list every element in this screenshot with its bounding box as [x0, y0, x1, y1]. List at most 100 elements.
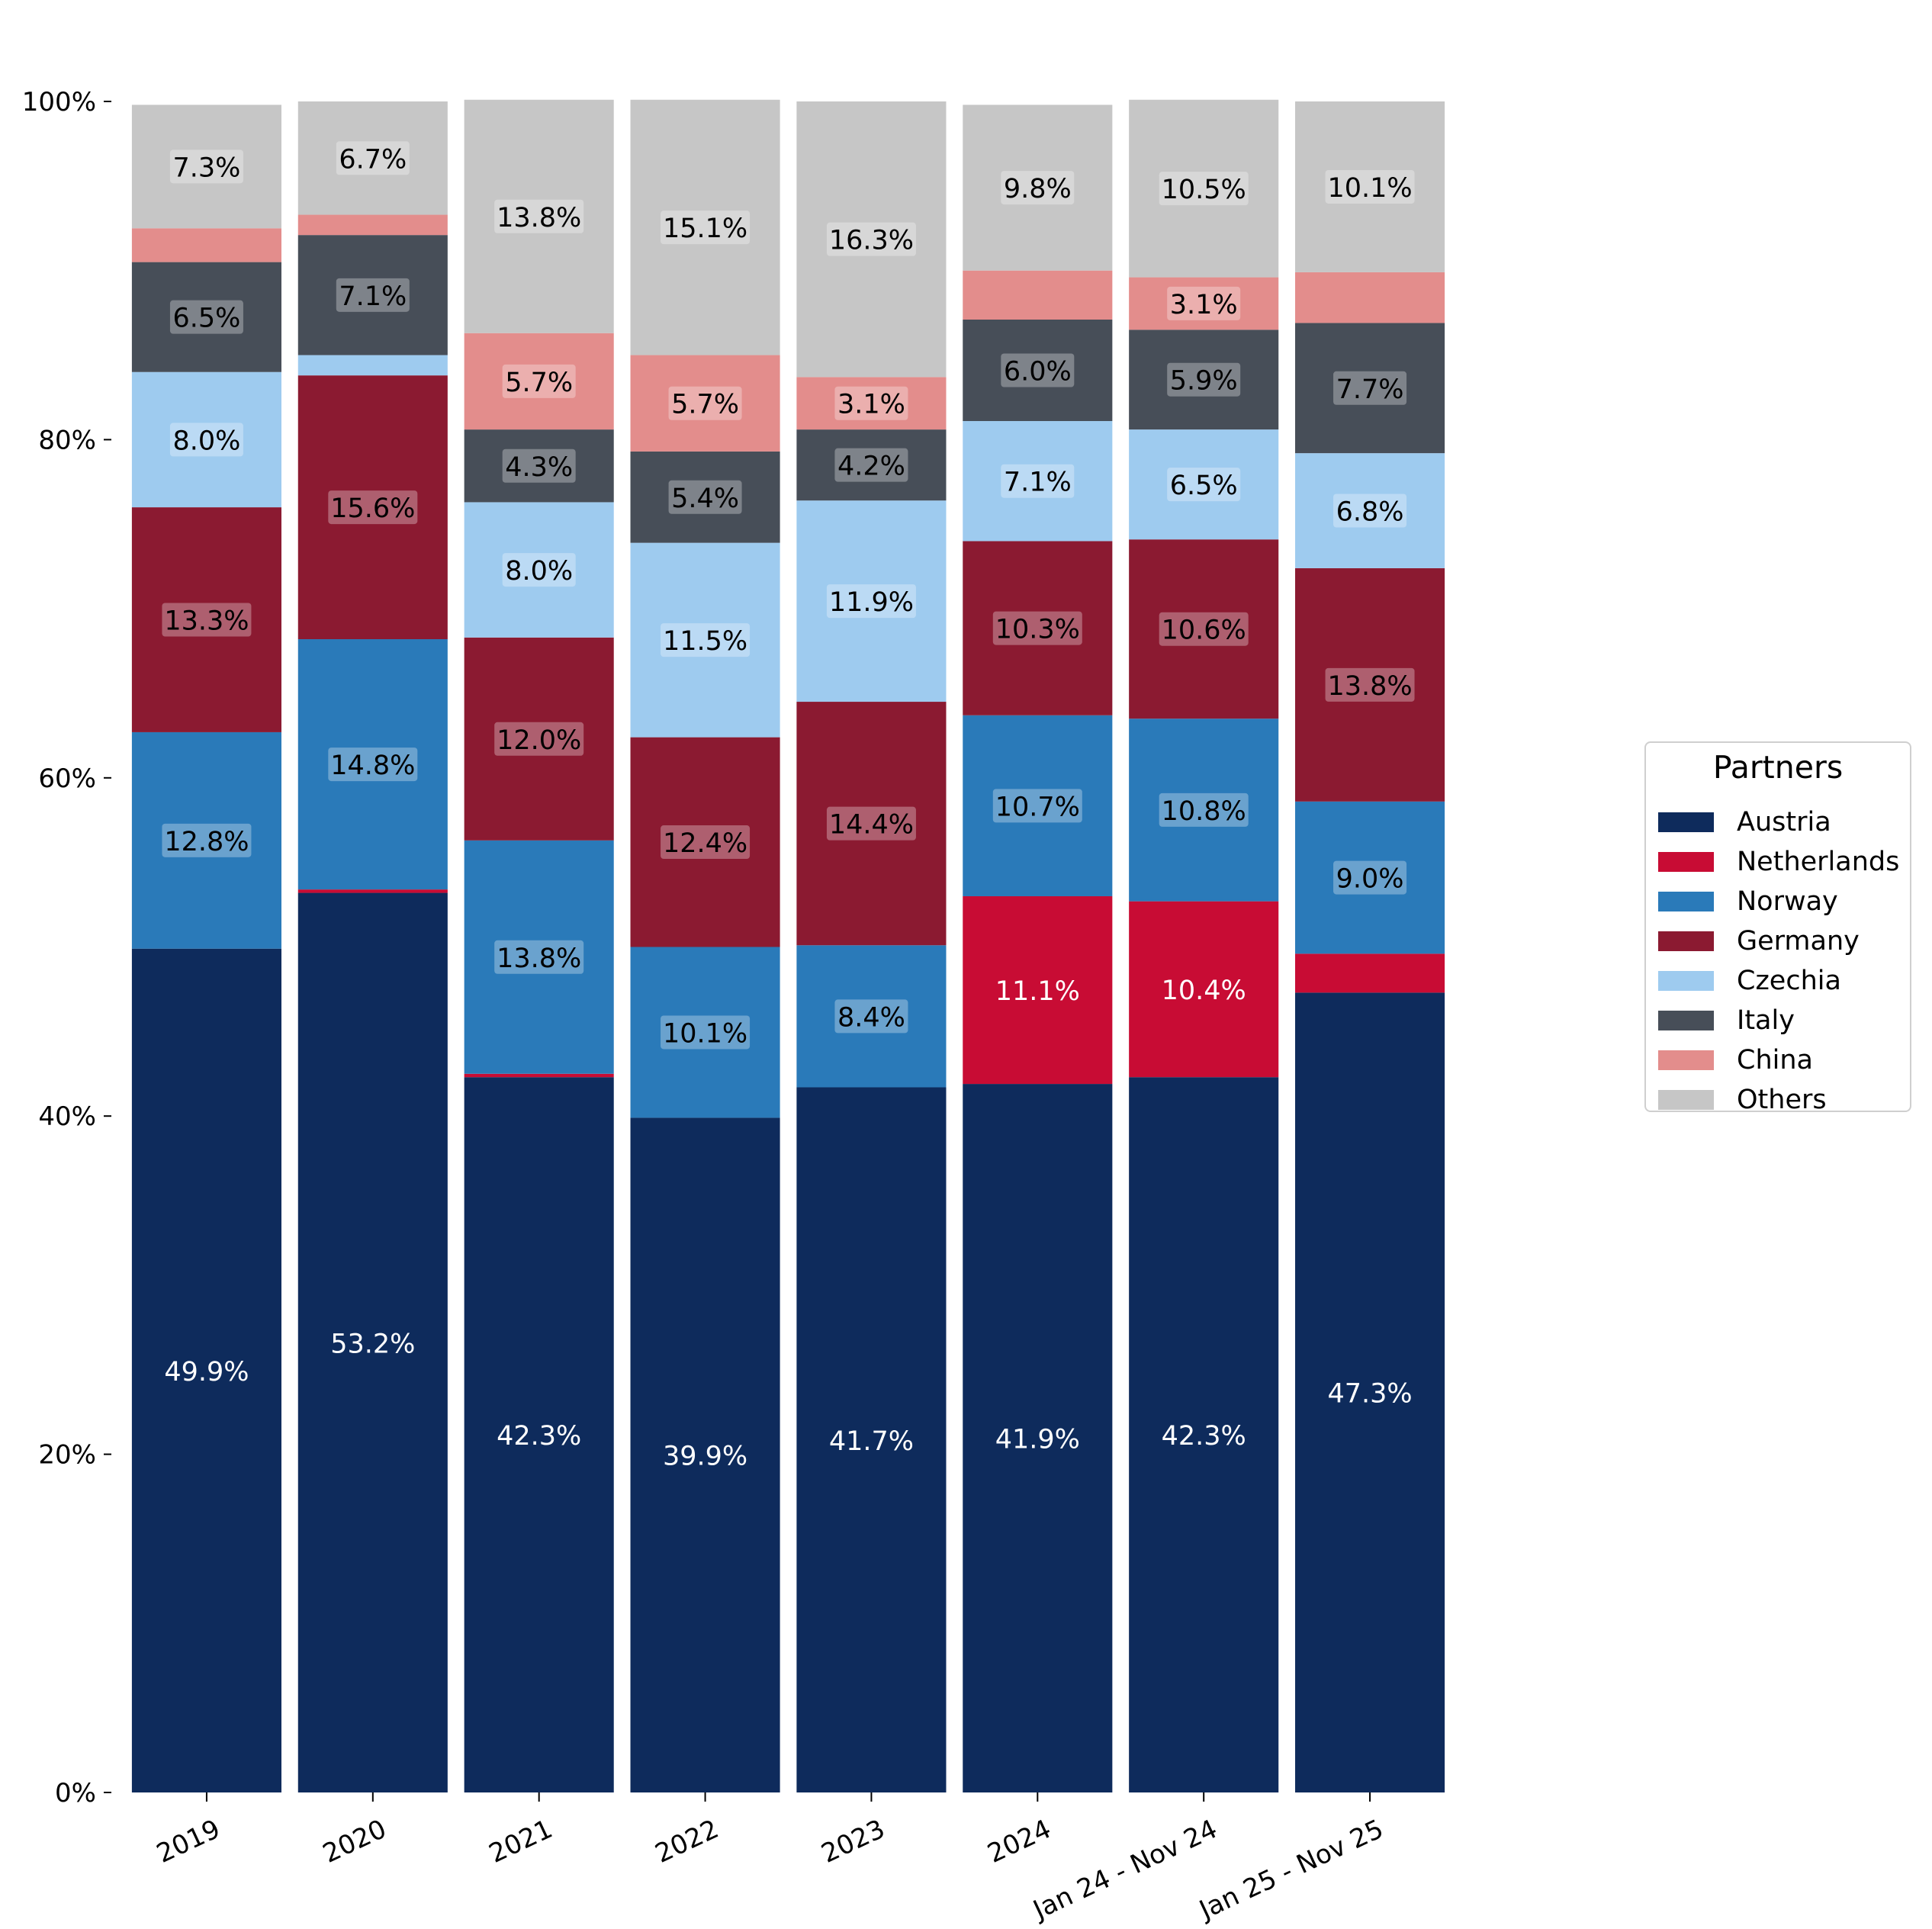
segment-label: 4.2% — [837, 452, 905, 482]
segment-label-group: 14.8% — [328, 747, 418, 782]
legend-label: China — [1737, 1045, 1813, 1075]
segment-label: 6.5% — [1170, 471, 1238, 501]
segment-label: 4.3% — [505, 452, 573, 483]
y-tick-label: 0% — [55, 1778, 96, 1808]
legend-label: Italy — [1737, 1005, 1795, 1036]
segment-label-group: 7.1% — [1001, 464, 1075, 498]
segment-label-box — [162, 823, 252, 857]
y-tick-label: 80% — [38, 425, 96, 455]
segment-label-box — [169, 300, 243, 334]
bar-segment-netherlands — [963, 895, 1113, 1085]
x-tick-label: 2022 — [651, 1814, 723, 1870]
segment-label: 42.3% — [497, 1421, 581, 1452]
segment-label: 7.1% — [339, 281, 407, 312]
bar-segment-others — [1295, 101, 1445, 272]
bar-segment-germany — [796, 702, 947, 946]
legend-item-china: China — [1658, 1045, 1813, 1075]
segment-label-box — [992, 611, 1082, 645]
segment-label-box — [826, 584, 916, 619]
segment-label: 10.8% — [1162, 796, 1246, 827]
segment-label: 8.0% — [172, 426, 240, 456]
segment-label: 11.1% — [995, 976, 1080, 1007]
bar-segment-china — [1295, 272, 1445, 323]
segment-label-group: 53.2% — [330, 1329, 415, 1359]
segment-label-box — [661, 623, 751, 657]
segment-label: 41.9% — [995, 1425, 1080, 1455]
legend-label: Czechia — [1737, 966, 1841, 996]
segment-label-group: 15.6% — [328, 490, 418, 525]
segment-label-box — [502, 448, 576, 483]
bar-segment-czechia — [131, 371, 281, 508]
segment-label: 12.8% — [164, 827, 249, 857]
bar-segment-austria — [297, 892, 448, 1792]
segment-label-box — [1001, 171, 1075, 205]
segment-label: 15.6% — [330, 494, 415, 524]
bar-segment-norway — [464, 840, 614, 1074]
segment-label-group: 3.1% — [1167, 286, 1241, 320]
bar-segment-austria — [796, 1087, 947, 1792]
segment-label-box — [336, 278, 410, 312]
bars — [131, 99, 1445, 1792]
segment-label-group: 39.9% — [663, 1442, 747, 1472]
y-tick-label: 60% — [38, 764, 96, 794]
bar-segment-czechia — [297, 355, 448, 376]
segment-label-group: 6.8% — [1333, 494, 1407, 528]
segment-label-group: 13.8% — [494, 199, 584, 233]
segment-label: 6.7% — [339, 144, 407, 175]
bar-segment-netherlands — [1295, 953, 1445, 993]
bar-segment-others — [630, 99, 780, 355]
segment-label-group: 41.7% — [829, 1426, 914, 1457]
segment-label-group: 42.3% — [1162, 1421, 1246, 1452]
segment-label-box — [1333, 860, 1407, 895]
segment-label-group: 10.1% — [1325, 169, 1415, 204]
segment-label-box — [668, 480, 742, 514]
segment-label: 10.3% — [995, 615, 1080, 645]
segment-label-box — [328, 490, 418, 525]
bar-segment-others — [1129, 99, 1279, 278]
legend-swatch — [1658, 892, 1714, 911]
segment-label: 14.4% — [829, 810, 914, 841]
segment-label: 47.3% — [1327, 1379, 1412, 1410]
segment-label-box — [494, 199, 584, 233]
y-tick-label: 40% — [38, 1101, 96, 1132]
segment-label-group: 9.0% — [1333, 860, 1407, 895]
bar-segment-norway — [1129, 719, 1279, 902]
segment-label-group: 7.7% — [1333, 371, 1407, 405]
segment-label-group: 13.3% — [162, 603, 252, 637]
legend-label: Austria — [1737, 807, 1831, 838]
segment-label-group: 5.7% — [502, 364, 576, 398]
segment-label-box — [834, 386, 908, 420]
segment-label-group: 5.9% — [1167, 362, 1241, 397]
segment-label: 5.7% — [505, 368, 573, 398]
segment-label: 12.0% — [497, 725, 581, 756]
legend-item-czechia: Czechia — [1658, 966, 1841, 996]
bar-segment-austria — [1129, 1077, 1279, 1792]
bar-segment-china — [630, 355, 780, 452]
legend-item-germany: Germany — [1658, 926, 1860, 956]
bar-segment-austria — [630, 1117, 780, 1792]
segment-label-box — [494, 722, 584, 756]
segment-label-box — [668, 386, 742, 420]
legend-label: Norway — [1737, 886, 1838, 917]
legend: Partners Austria Netherlands Norway Germany… — [1644, 741, 1911, 1115]
segment-label: 8.0% — [505, 556, 573, 587]
segment-label: 12.4% — [663, 828, 747, 859]
bar-segment-netherlands — [297, 889, 448, 893]
segment-label-box — [1167, 286, 1241, 320]
segment-label: 10.6% — [1162, 616, 1246, 646]
bar-segment-norway — [1295, 801, 1445, 954]
segment-label: 10.5% — [1162, 175, 1246, 205]
bar-segment-germany — [464, 637, 614, 841]
segment-label-group: 7.1% — [336, 278, 410, 312]
segment-label-box — [834, 999, 908, 1034]
segment-label-group: 49.9% — [164, 1357, 249, 1387]
segment-label-group: 11.9% — [826, 584, 916, 619]
bar-segment-germany — [963, 541, 1113, 715]
x-tick-label: Jan 24 - Nov 24 — [1027, 1814, 1222, 1926]
segment-label-group: 6.0% — [1001, 353, 1075, 387]
legend-item-others: Others — [1658, 1085, 1827, 1115]
segment-label-box — [162, 603, 252, 637]
segment-label-group: 12.0% — [494, 722, 584, 756]
segment-label: 9.8% — [1004, 174, 1072, 204]
